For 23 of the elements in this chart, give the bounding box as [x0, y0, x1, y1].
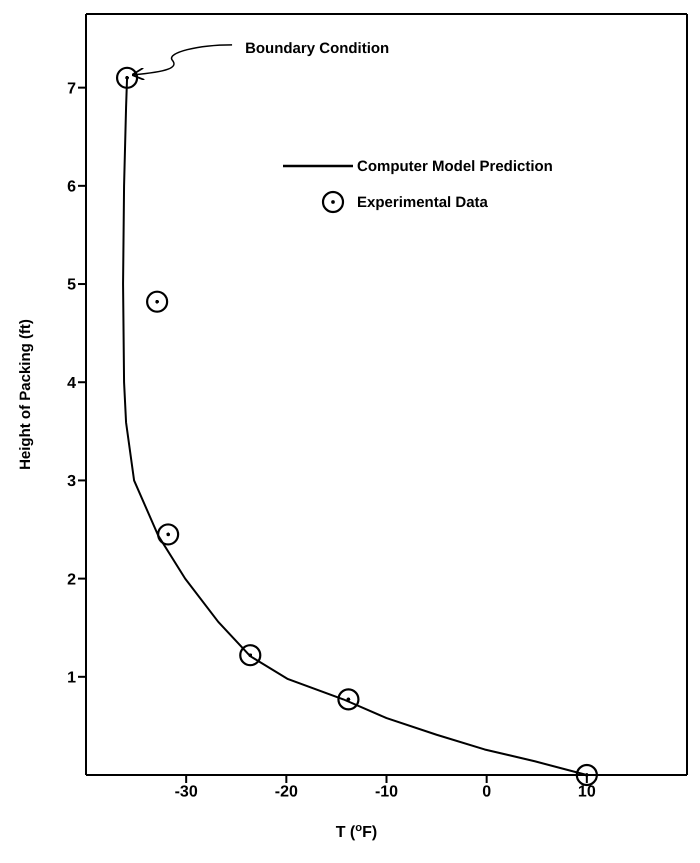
x-tick-label: -10 — [374, 783, 398, 800]
x-tick-label: 10 — [578, 783, 596, 800]
legend-label: Experimental Data — [357, 194, 488, 210]
point — [146, 290, 168, 313]
point — [116, 66, 138, 89]
y-tick-label: 6 — [67, 178, 76, 196]
y-tick-label: 1 — [67, 669, 76, 686]
y-tick-label: 4 — [67, 374, 76, 392]
y-axis-title: Height of Packing (ft) — [17, 319, 34, 470]
y-tick-label: 3 — [67, 473, 76, 490]
point — [239, 644, 262, 666]
y-tick-label: 5 — [67, 276, 76, 294]
point — [576, 764, 598, 786]
legend-label: Computer Model Prediction — [357, 158, 553, 174]
x-axis-title: T ($^{o}$F) — [336, 822, 378, 841]
y-tick-label: 2 — [67, 571, 76, 588]
x-tick-label: 0 — [482, 783, 492, 800]
annotation: Boundary Condition — [245, 40, 390, 57]
x-tick-label: -20 — [274, 783, 298, 800]
point — [337, 688, 360, 710]
y-tick-label: 7 — [67, 80, 76, 98]
point — [157, 523, 180, 546]
x-tick-label: -30 — [174, 783, 198, 800]
